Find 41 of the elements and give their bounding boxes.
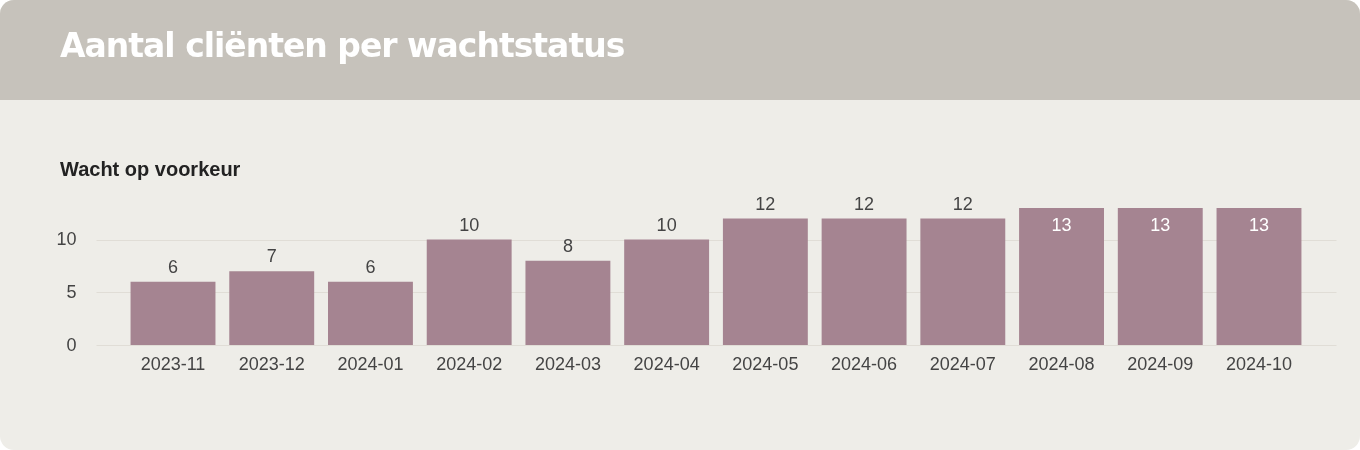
data-label: 6 (168, 256, 179, 277)
x-tick-label: 2024-07 (929, 353, 996, 374)
bar (1019, 208, 1104, 345)
data-label: 8 (562, 235, 573, 256)
x-tick-label: 2024-09 (1127, 353, 1194, 374)
bar (624, 239, 710, 345)
chart-subtitle: Wacht op voorkeur (60, 158, 241, 181)
x-tick-label: 2024-08 (1028, 353, 1095, 374)
bar (130, 281, 216, 345)
x-tick-label: 2024-01 (337, 353, 404, 374)
bar (821, 218, 907, 345)
x-tick-label: 2024-02 (436, 353, 503, 374)
x-tick-label: 2024-05 (732, 353, 799, 374)
data-label: 7 (266, 246, 277, 267)
data-label: 13 (1248, 215, 1270, 235)
chart-title: Aantal cliënten per wachtstatus (60, 26, 625, 65)
y-tick-label: 0 (66, 334, 77, 355)
data-label: 12 (755, 193, 776, 214)
data-label: 10 (656, 214, 677, 235)
bar (1117, 208, 1203, 345)
bar (328, 281, 413, 345)
x-tick-label: 2023-11 (140, 353, 206, 374)
data-label: 6 (365, 256, 376, 277)
bar (229, 271, 315, 345)
data-label: 12 (854, 193, 875, 214)
x-tick-label: 2024-06 (831, 353, 898, 374)
bar (426, 239, 512, 345)
x-tick-label: 2023-12 (238, 353, 305, 374)
x-tick-label: 2024-03 (534, 353, 601, 374)
bar (1216, 208, 1302, 345)
x-tick-label: 2024-10 (1225, 353, 1293, 374)
x-tick-label: 2024-04 (633, 353, 700, 374)
y-tick-label: 5 (66, 281, 77, 302)
bar (722, 218, 808, 345)
data-label: 10 (459, 214, 480, 235)
data-label: 12 (952, 193, 973, 214)
data-label: 13 (1051, 215, 1072, 235)
bar (920, 218, 1006, 345)
bar (525, 260, 611, 345)
data-label: 13 (1150, 215, 1171, 235)
y-tick-label: 10 (56, 229, 77, 250)
